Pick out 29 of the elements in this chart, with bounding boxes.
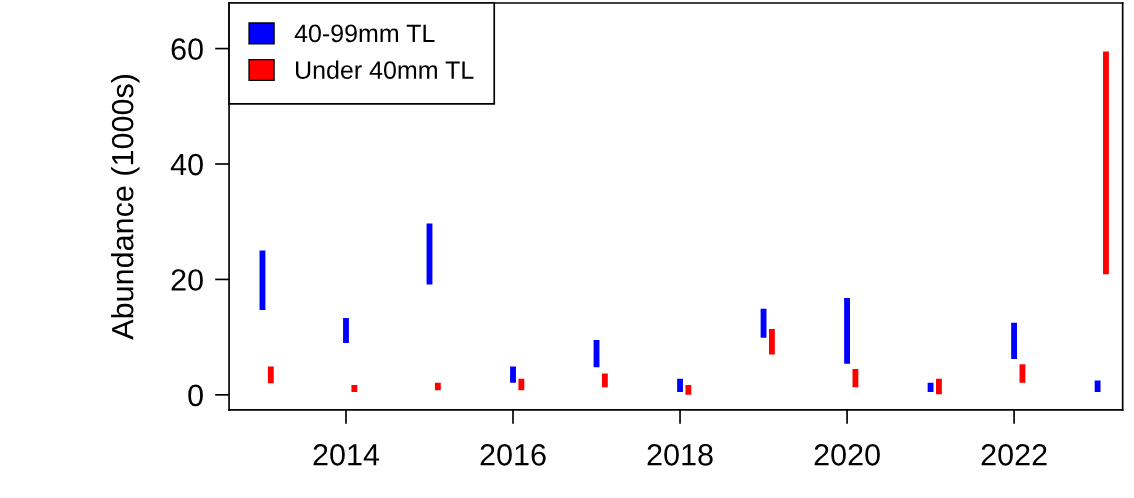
bar bbox=[510, 366, 516, 383]
x-tick-label: 2022 bbox=[981, 443, 1047, 466]
x-tick-label: 2020 bbox=[814, 443, 880, 466]
bar bbox=[1103, 51, 1109, 275]
bar bbox=[852, 368, 859, 388]
bar bbox=[1094, 380, 1101, 392]
y-tick-label: 20 bbox=[171, 269, 203, 291]
bar bbox=[677, 378, 683, 392]
bar bbox=[434, 382, 441, 391]
bar bbox=[343, 318, 349, 343]
bar bbox=[768, 329, 775, 355]
legend-label: 40-99mm TL bbox=[294, 24, 435, 43]
legend-label: Under 40mm TL bbox=[296, 60, 474, 79]
bar bbox=[351, 385, 358, 392]
bar bbox=[518, 378, 525, 391]
bar bbox=[936, 378, 942, 395]
y-tick-label: 60 bbox=[171, 38, 203, 60]
x-tick-label: 2014 bbox=[313, 443, 380, 466]
bar bbox=[1011, 322, 1018, 360]
bar bbox=[927, 382, 934, 392]
bar bbox=[685, 385, 692, 395]
x-tick-label: 2016 bbox=[480, 443, 546, 466]
x-tick-label: 2018 bbox=[647, 443, 713, 466]
y-tick-label: 40 bbox=[170, 153, 203, 176]
bar bbox=[267, 366, 274, 384]
bar bbox=[844, 297, 850, 364]
bar bbox=[601, 373, 608, 388]
y-axis-title: Abundance (1000s) bbox=[111, 74, 140, 340]
y-tick-label: 0 bbox=[188, 384, 203, 407]
